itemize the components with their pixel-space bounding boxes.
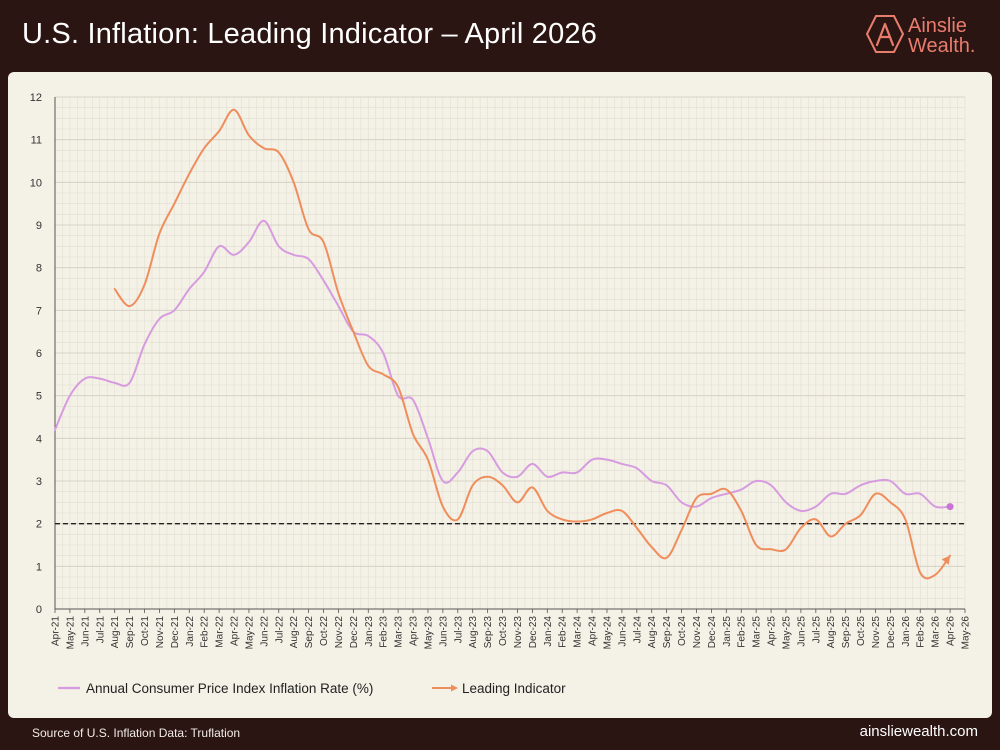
x-tick-label: Feb-23 <box>379 616 390 648</box>
chart-panel: 0 1 2 3 4 5 6 7 8 9 10 11 12 Apr-21 May-21 Jun-21 Jul-21… <box>8 72 992 718</box>
x-tick-label: Sep-23 <box>483 616 494 649</box>
x-tick-label: Mar-22 <box>215 616 226 648</box>
x-tick-label: Nov-22 <box>334 616 345 649</box>
x-tick-label: Sep-22 <box>304 616 315 649</box>
x-tick-label: Apr-25 <box>767 616 778 646</box>
y-tick-label: 2 <box>36 519 42 531</box>
x-tick-label: Feb-24 <box>558 616 569 648</box>
legend-cpi-label: Annual Consumer Price Index Inflation Ra… <box>86 681 373 696</box>
brand-logo: Ainslie Wealth. <box>865 14 990 60</box>
x-tick-label: Dec-22 <box>349 616 360 649</box>
y-tick-label: 6 <box>36 348 42 360</box>
x-tick-label: May-23 <box>423 616 434 650</box>
x-tick-label: Jul-25 <box>811 616 822 644</box>
website-link[interactable]: ainsliewealth.com <box>859 723 978 740</box>
x-tick-label: Oct-24 <box>677 616 688 646</box>
x-tick-label: Mar-23 <box>394 616 405 648</box>
x-tick-label: Jan-25 <box>722 616 733 647</box>
x-tick-label: Aug-24 <box>647 616 658 649</box>
header-bar: U.S. Inflation: Leading Indicator – Apri… <box>0 0 1000 72</box>
x-tick-label: Feb-25 <box>737 616 748 648</box>
x-tick-label: Feb-22 <box>200 616 211 648</box>
x-tick-label: Apr-22 <box>230 616 241 646</box>
x-tick-label: Mar-24 <box>573 616 584 648</box>
x-tick-label: May-24 <box>602 616 613 650</box>
x-tick-label: Jan-26 <box>901 616 912 647</box>
x-tick-label: Sep-21 <box>125 616 136 649</box>
x-tick-label: Jun-25 <box>796 616 807 647</box>
leading-indicator-line <box>113 108 952 580</box>
x-tick-label: Sep-24 <box>662 616 673 649</box>
x-tick-label: Oct-21 <box>140 616 151 646</box>
brand-a-icon <box>865 15 905 53</box>
leading-end-arrow <box>941 555 951 565</box>
y-tick-label: 11 <box>31 135 42 147</box>
x-tick-label: Dec-25 <box>886 616 897 649</box>
x-tick-label: Nov-23 <box>513 616 524 649</box>
legend-leading-label: Leading Indicator <box>462 681 566 696</box>
x-tick-label: May-21 <box>65 616 76 650</box>
chart-title: U.S. Inflation: Leading Indicator – Apri… <box>22 18 598 50</box>
x-tick-label: Apr-23 <box>409 616 420 646</box>
chart-legend: Annual Consumer Price Index Inflation Ra… <box>58 681 566 696</box>
x-tick-label: Apr-21 <box>51 616 62 646</box>
x-tick-label: Jun-22 <box>259 616 270 647</box>
x-tick-label: Jul-23 <box>453 616 464 644</box>
y-tick-label: 0 <box>36 604 42 616</box>
x-tick-label: Aug-25 <box>826 616 837 649</box>
x-tick-label: Mar-26 <box>931 616 942 648</box>
x-tick-label: Feb-26 <box>916 616 927 648</box>
x-tick-label: Aug-23 <box>468 616 479 649</box>
y-tick-label: 5 <box>36 391 42 403</box>
y-tick-label: 8 <box>36 263 42 275</box>
x-tick-label: Jan-24 <box>543 616 554 647</box>
x-tick-label: May-25 <box>781 616 792 650</box>
y-tick-label: 4 <box>36 433 42 445</box>
x-tick-label: Jun-23 <box>438 616 449 647</box>
series-lines <box>54 108 954 580</box>
x-tick-label: Nov-24 <box>692 616 703 649</box>
x-tick-label: Sep-25 <box>841 616 852 649</box>
x-tick-label: Aug-21 <box>110 616 121 649</box>
source-note: Source of U.S. Inflation Data: Truflatio… <box>32 726 241 740</box>
x-tick-label: Nov-25 <box>871 616 882 649</box>
y-tick-label: 10 <box>30 177 42 189</box>
x-tick-label: Jul-22 <box>274 616 285 644</box>
x-tick-label: Jan-23 <box>364 616 375 647</box>
y-tick-label: 9 <box>36 220 42 232</box>
x-tick-label: Mar-25 <box>752 616 763 648</box>
legend-leading-arrow <box>451 684 458 692</box>
x-tick-label: Dec-21 <box>170 616 181 649</box>
x-tick-label: Jun-24 <box>617 616 628 647</box>
x-tick-label: May-22 <box>244 616 255 650</box>
y-tick-label: 7 <box>36 305 42 317</box>
x-tick-label: Dec-24 <box>707 616 718 649</box>
x-tick-label: Oct-22 <box>319 616 330 646</box>
y-tick-label: 1 <box>36 561 42 573</box>
x-tick-label: Dec-23 <box>528 616 539 649</box>
x-tick-label: Jul-24 <box>632 616 643 644</box>
x-tick-label: Nov-21 <box>155 616 166 649</box>
cpi-end-dot <box>946 503 954 511</box>
x-tick-label: Apr-24 <box>588 616 599 646</box>
y-tick-label: 12 <box>30 92 42 104</box>
y-tick-label: 3 <box>36 476 42 488</box>
x-tick-label: Apr-26 <box>946 616 957 646</box>
chart-grid <box>54 96 966 610</box>
x-tick-label: Oct-25 <box>856 616 867 646</box>
x-tick-label: Jul-21 <box>95 616 106 644</box>
x-tick-label: Jun-21 <box>80 616 91 647</box>
x-tick-label: May-26 <box>961 616 972 650</box>
x-tick-label: Oct-23 <box>498 616 509 646</box>
x-tick-label: Aug-22 <box>289 616 300 649</box>
brand-name-line1: Ainslie <box>908 15 967 37</box>
brand-name-line2: Wealth. <box>908 35 976 57</box>
cpi-series-line <box>54 219 952 513</box>
x-tick-label: Jan-22 <box>185 616 196 647</box>
